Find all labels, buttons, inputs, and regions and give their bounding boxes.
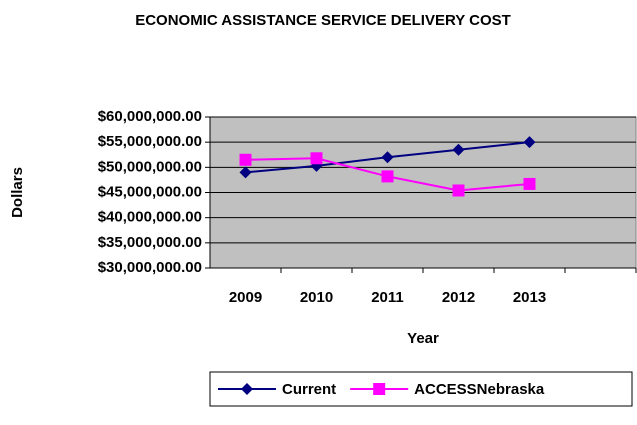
x-tick-label: 2009: [229, 289, 262, 306]
legend-label: ACCESSNebraska: [414, 381, 545, 398]
y-tick-label: $40,000,000.00: [98, 209, 202, 226]
legend: Current ACCESSNebraska: [209, 371, 633, 407]
marker: [381, 170, 394, 183]
y-tick-label: $55,000,000.00: [98, 133, 202, 150]
marker: [452, 143, 465, 156]
marker: [241, 383, 253, 395]
y-tick-label: $60,000,000.00: [98, 108, 202, 125]
marker: [239, 153, 252, 166]
marker: [523, 177, 536, 190]
legend-box: [209, 371, 633, 407]
chart-title: ECONOMIC ASSISTANCE SERVICE DELIVERY COS…: [135, 12, 511, 29]
y-tick-label: $50,000,000.00: [98, 158, 202, 175]
x-tick-label: 2013: [513, 289, 546, 306]
x-tick-label: 2010: [300, 289, 333, 306]
x-tick-label: 2012: [442, 289, 475, 306]
marker: [381, 151, 394, 164]
y-tick-label: $30,000,000.00: [98, 259, 202, 276]
x-tick-label: 2011: [371, 289, 404, 306]
x-axis-label: Year: [407, 330, 439, 347]
legend-label: Current: [282, 381, 336, 398]
marker: [523, 136, 536, 149]
marker: [452, 184, 465, 197]
y-axis-label: Dollars: [9, 167, 26, 218]
y-tick-label: $35,000,000.00: [98, 234, 202, 251]
y-tick-label: $45,000,000.00: [98, 183, 202, 200]
marker: [239, 166, 252, 179]
marker: [310, 152, 323, 165]
marker: [373, 383, 386, 395]
